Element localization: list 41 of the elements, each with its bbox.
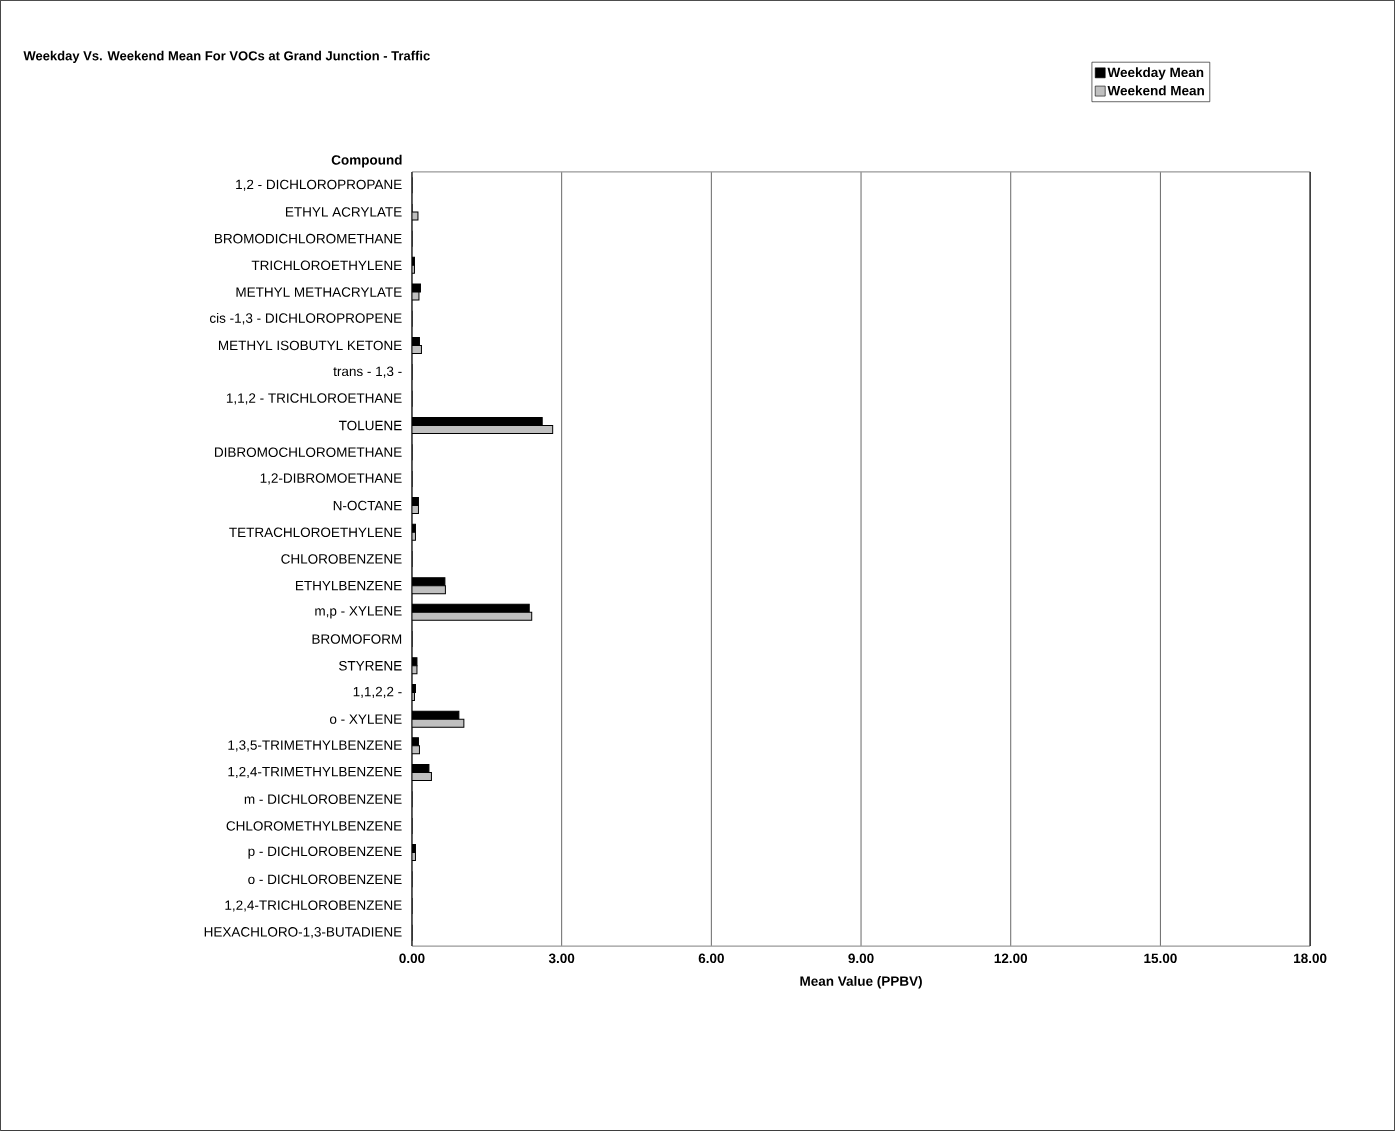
x-tick-label: 6.00	[698, 953, 724, 964]
y-tick-label: BROMODICHLOROMETHANE	[215, 233, 402, 244]
text: Weekday Vs. Weekend Mean For VOCs at Grand Junction - Traffic	[23, 50, 430, 63]
legend-label: Weekday Mean	[1107, 67, 1204, 80]
x-tick-label: 18.00	[1294, 953, 1327, 964]
y-tick-label: 1,2,4-TRICHLOROBENZENE	[225, 900, 402, 912]
y-tick-label: TETRACHLOROETHYLENE	[229, 527, 402, 538]
y-tick-label: CHLOROBENZENE	[281, 554, 402, 564]
y-tick-label: 1,1,2,2 -	[353, 686, 402, 699]
y-tick-label: cis -1,3 - DICHLOROPROPENE	[209, 312, 402, 325]
y-tick-label: trans - 1,3 -	[333, 366, 402, 378]
y-tick-label: TOLUENE	[338, 420, 402, 431]
y-tick-label: TRICHLOROETHYLENE	[251, 260, 402, 271]
y-tick-label: o - XYLENE	[329, 714, 402, 724]
y-tick-label: m - DICHLOROBENZENE	[244, 794, 402, 805]
y-axis-title: Compound	[331, 154, 402, 168]
y-tick-label: ETHYLBENZENE	[296, 581, 402, 591]
y-tick-label: N-OCTANE	[333, 500, 402, 511]
y-tick-label: METHYL ISOBUTYL KETONE	[218, 340, 402, 351]
legend-label: Weekend Mean	[1107, 85, 1204, 96]
y-tick-label: 1,2,4-TRIMETHYLBENZENE	[228, 766, 402, 779]
y-tick-label: p - DICHLOROBENZENE	[248, 846, 402, 859]
y-tick-label: BROMOFORM	[312, 634, 402, 644]
x-tick-label: 15.00	[1144, 953, 1177, 964]
y-tick-label: STYRENE	[339, 660, 402, 671]
y-tick-label: ETHYL ACRYLATE	[286, 207, 402, 217]
y-tick-label: METHYL METHACRYLATE	[236, 287, 402, 297]
y-tick-label: m,p - XYLENE	[315, 606, 402, 619]
x-tick-label: 12.00	[994, 953, 1028, 964]
x-tick-label: 9.00	[848, 953, 874, 964]
y-tick-label: HEXACHLORO-1,3-BUTADIENE	[204, 927, 402, 939]
y-tick-label: 1,2-DIBROMOETHANE	[260, 473, 402, 485]
y-tick-label: DIBROMOCHLOROMETHANE	[215, 447, 402, 457]
x-tick-label: 3.00	[548, 953, 575, 964]
y-tick-label: 1,2 - DICHLOROPROPANE	[236, 179, 402, 191]
x-axis-title: Mean Value (PPBV)	[800, 975, 922, 989]
y-tick-label: CHLOROMETHYLBENZENE	[226, 821, 402, 831]
x-tick-label: 0.00	[399, 953, 425, 964]
y-tick-label: o - DICHLOROBENZENE	[248, 874, 402, 885]
y-tick-label: 1,1,2 - TRICHLOROETHANE	[226, 393, 402, 405]
y-tick-label: 1,3,5-TRIMETHYLBENZENE	[228, 740, 402, 752]
